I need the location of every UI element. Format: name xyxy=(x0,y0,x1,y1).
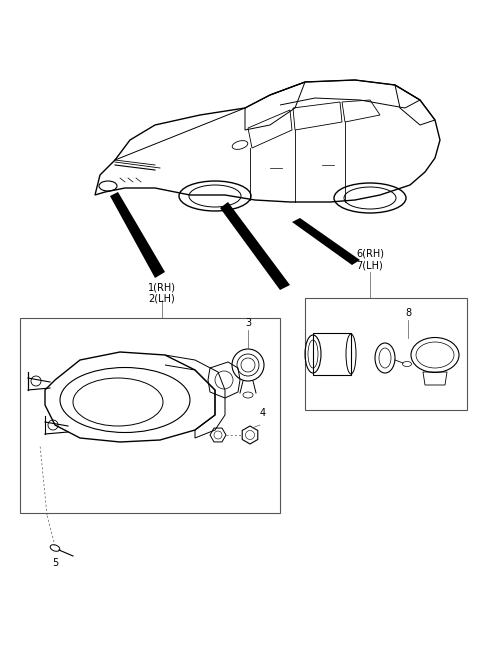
Polygon shape xyxy=(292,218,360,265)
Polygon shape xyxy=(110,192,165,278)
Text: 5: 5 xyxy=(52,558,58,568)
Bar xyxy=(305,298,467,410)
Text: 4: 4 xyxy=(260,408,266,418)
Polygon shape xyxy=(220,202,290,290)
Text: 8: 8 xyxy=(405,308,411,318)
Text: 6(RH)
7(LH): 6(RH) 7(LH) xyxy=(356,249,384,270)
Bar xyxy=(20,318,280,513)
Text: 1(RH)
2(LH): 1(RH) 2(LH) xyxy=(148,282,176,304)
Bar xyxy=(313,333,351,375)
Text: 3: 3 xyxy=(245,318,251,328)
